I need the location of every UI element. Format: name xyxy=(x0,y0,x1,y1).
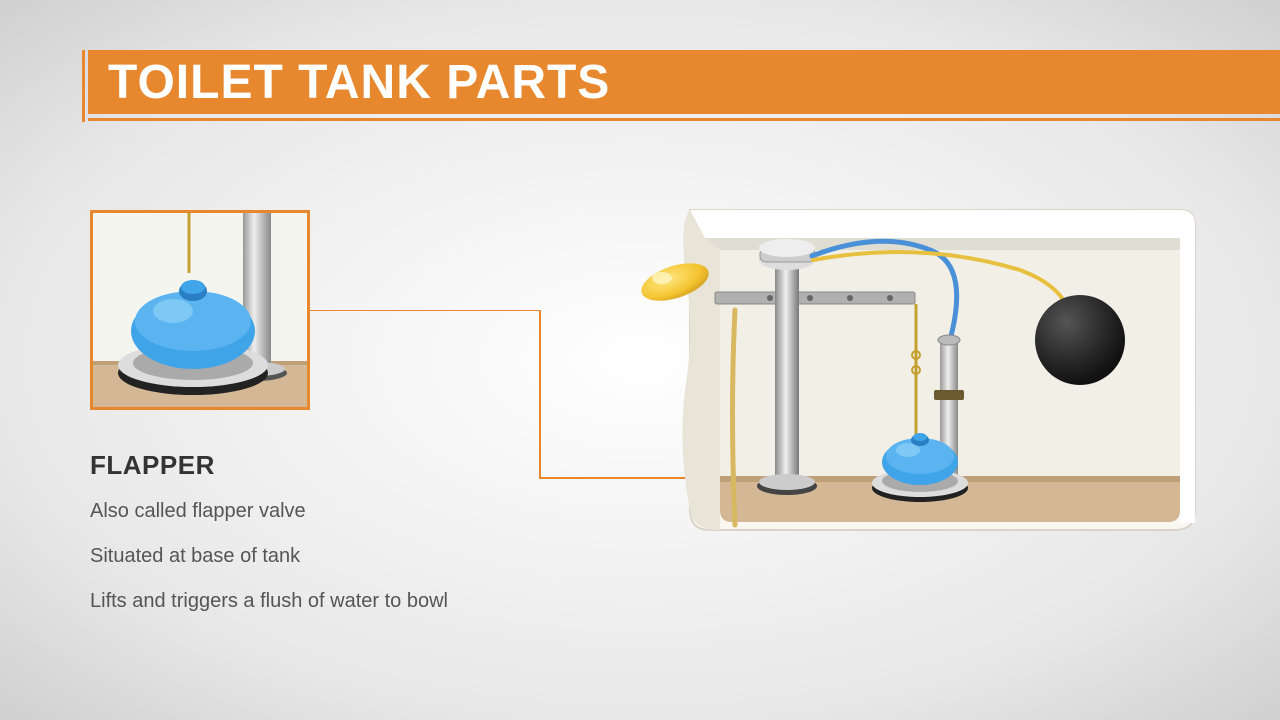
toilet-tank-diagram xyxy=(620,190,1200,560)
page-title: TOILET TANK PARTS xyxy=(108,55,610,110)
title-left-accent xyxy=(82,50,85,122)
detail-zoom-box xyxy=(90,210,310,410)
flapper-detail-icon xyxy=(93,213,310,410)
part-name-heading: FLAPPER xyxy=(90,450,215,481)
tank-cutaway-icon xyxy=(620,190,1200,560)
title-underline xyxy=(88,118,1280,121)
part-description-3: Lifts and triggers a flush of water to b… xyxy=(90,590,448,613)
part-description-1: Also called flapper valve xyxy=(90,500,306,523)
part-description-2: Situated at base of tank xyxy=(90,545,300,568)
title-bar: TOILET TANK PARTS xyxy=(88,50,1280,114)
